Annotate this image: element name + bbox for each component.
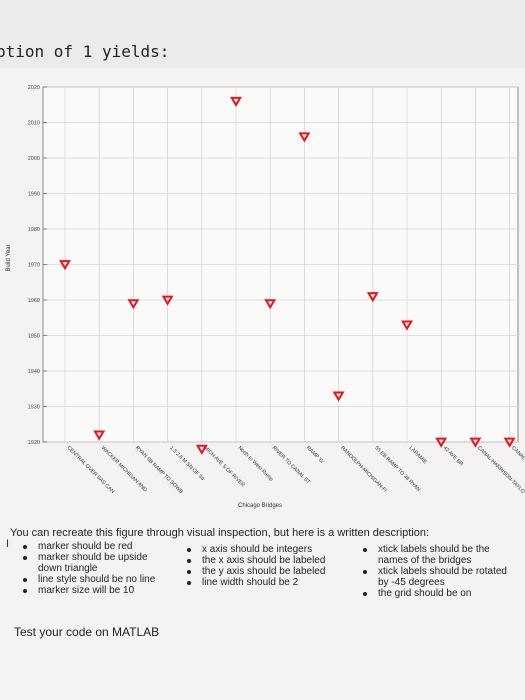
x-tick-label: RIVER TO CANAL ST bbox=[271, 445, 312, 486]
req-item: the x axis should be labeled bbox=[186, 555, 325, 566]
y-tick-label: 2000 bbox=[28, 156, 40, 162]
y-tick-label: 1960 bbox=[28, 298, 40, 304]
requirements-column-1: marker should be red marker should be up… bbox=[22, 541, 155, 596]
req-item: marker should be upside bbox=[22, 552, 155, 563]
req-item: the grid should be on bbox=[362, 588, 507, 599]
data-marker bbox=[401, 320, 413, 331]
req-item: down triangle bbox=[38, 563, 98, 574]
req-item: marker should be red bbox=[22, 541, 155, 552]
data-markers bbox=[59, 96, 516, 455]
footer-text: Test your code on MATLAB bbox=[14, 625, 160, 639]
data-marker bbox=[161, 295, 174, 306]
requirements-column-2: x axis should be integers the x axis sho… bbox=[186, 544, 325, 588]
y-tick-label: 1920 bbox=[28, 440, 40, 446]
x-tick-label: North to West Ramp bbox=[237, 445, 274, 482]
data-marker bbox=[93, 430, 106, 441]
data-marker bbox=[298, 132, 311, 143]
req-item: line style should be no line bbox=[22, 574, 155, 585]
req-item: line width should be 2 bbox=[186, 577, 325, 588]
y-tick-label: 1950 bbox=[28, 334, 40, 340]
grid-lines bbox=[43, 86, 518, 443]
data-marker bbox=[435, 437, 448, 448]
req-item: xtick labels should be the bbox=[362, 544, 507, 555]
req-item: the y axis should be labeled bbox=[186, 566, 325, 577]
x-tick-label: 42 AVE BR bbox=[442, 445, 465, 468]
data-marker bbox=[469, 437, 482, 448]
y-tick-label: 2010 bbox=[28, 121, 40, 127]
text-cursor-glyph: I bbox=[6, 538, 10, 550]
x-tick-label: RAMP 'G' bbox=[305, 445, 325, 465]
req-item: x axis should be integers bbox=[186, 544, 325, 555]
data-marker bbox=[195, 444, 208, 455]
x-tick-label: LARAMIE bbox=[408, 445, 429, 466]
req-item: names of the bridges bbox=[378, 555, 472, 566]
y-tick-label: 1940 bbox=[28, 369, 40, 375]
data-marker bbox=[503, 437, 516, 448]
y-tick-label: 1930 bbox=[28, 405, 40, 411]
y-tick-label: 2020 bbox=[28, 85, 40, 91]
data-marker bbox=[230, 96, 242, 107]
y-tick-label: 1980 bbox=[28, 227, 40, 233]
req-item: xtick labels should be rotated bbox=[362, 566, 507, 577]
x-axis-label: Chicago Bridges bbox=[238, 503, 282, 509]
data-marker bbox=[264, 299, 277, 310]
bridge-chart: 1920 1930 1940 1950 1960 1970 1980 1990 2000 2010… bbox=[6, 85, 525, 509]
description-heading: You can recreate this figure through vis… bbox=[10, 527, 430, 539]
y-tick-labels: 1920 1930 1940 1950 1960 1970 1980 1990 2000 2010… bbox=[28, 85, 40, 446]
data-marker bbox=[332, 391, 345, 402]
req-item: by -45 degrees bbox=[378, 577, 445, 588]
data-marker bbox=[127, 299, 140, 310]
y-tick-label: 1990 bbox=[28, 192, 40, 198]
data-marker bbox=[59, 260, 71, 271]
y-axis-label: Build Year bbox=[6, 244, 12, 271]
intro-text: ption of 1 yields: bbox=[0, 42, 170, 61]
req-item: marker size will be 10 bbox=[22, 585, 155, 596]
data-marker bbox=[366, 292, 379, 303]
requirements-column-3: xtick labels should be the names of the … bbox=[362, 544, 507, 599]
y-tick-label: 1970 bbox=[28, 263, 40, 269]
